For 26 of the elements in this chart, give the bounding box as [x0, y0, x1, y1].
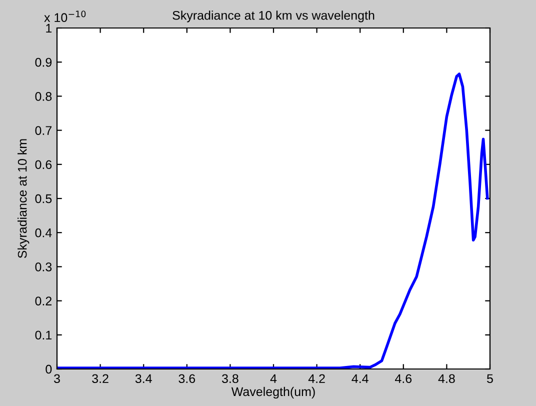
y-tick-label: 0.1 [35, 330, 52, 340]
x-tick-label: 4.4 [352, 374, 368, 383]
x-tick-label: 3.6 [178, 374, 196, 384]
x-tick-label: 3 [54, 374, 60, 384]
y-tick-label: 0.8 [35, 92, 52, 101]
y-tick-label: 0.5 [35, 194, 52, 204]
x-tick-label: 4.6 [395, 374, 412, 384]
x-axis-title: Wavelegth(um) [231, 386, 315, 399]
x-tick-label: 3.8 [222, 374, 238, 384]
y-tick-label: 0.3 [35, 262, 52, 272]
y-tick-label: 0.6 [35, 160, 52, 170]
y-tick-label: 1 [46, 24, 52, 33]
y-axis-title: Skyradiance at 10 km [18, 139, 30, 258]
x-tick-label: 3.4 [135, 374, 152, 384]
y-tick-label: 0.7 [35, 126, 52, 135]
y-tick-label: 0.4 [35, 228, 52, 238]
text: x 10$^{−10}$ [44, 10, 86, 22]
x-tick-label: 5 [487, 374, 493, 384]
y-tick-label: 0.9 [35, 58, 52, 67]
x-tick-label: 3.2 [92, 374, 108, 384]
chart-title: Skyradiance at 10 km vs wavelength [172, 10, 374, 22]
y-tick-label: 0.2 [35, 296, 52, 306]
x-tick-label: 4.8 [438, 374, 455, 384]
y-tick-label: 0 [46, 364, 52, 374]
x-tick-label: 4.2 [308, 374, 325, 383]
x-tick-label: 4 [270, 374, 277, 383]
